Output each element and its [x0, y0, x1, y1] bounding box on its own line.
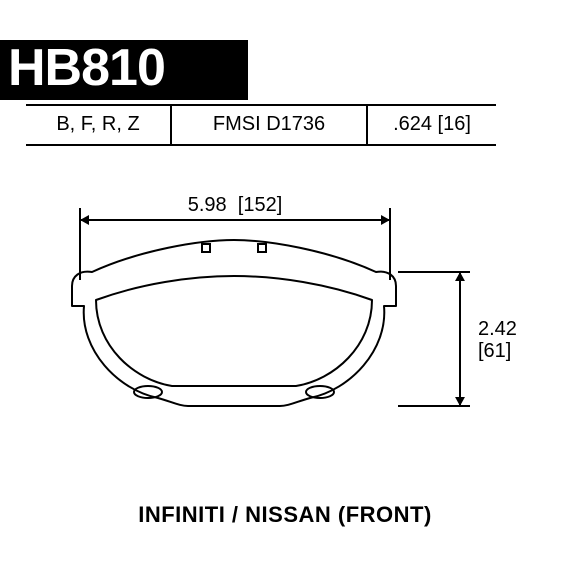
footer-application-label: INFINITI / NISSAN (FRONT) [0, 502, 570, 528]
canvas: HB810 B, F, R, ZFMSI D1736.624 [16] 5.98… [0, 0, 570, 570]
brake-pad-diagram [0, 0, 570, 570]
